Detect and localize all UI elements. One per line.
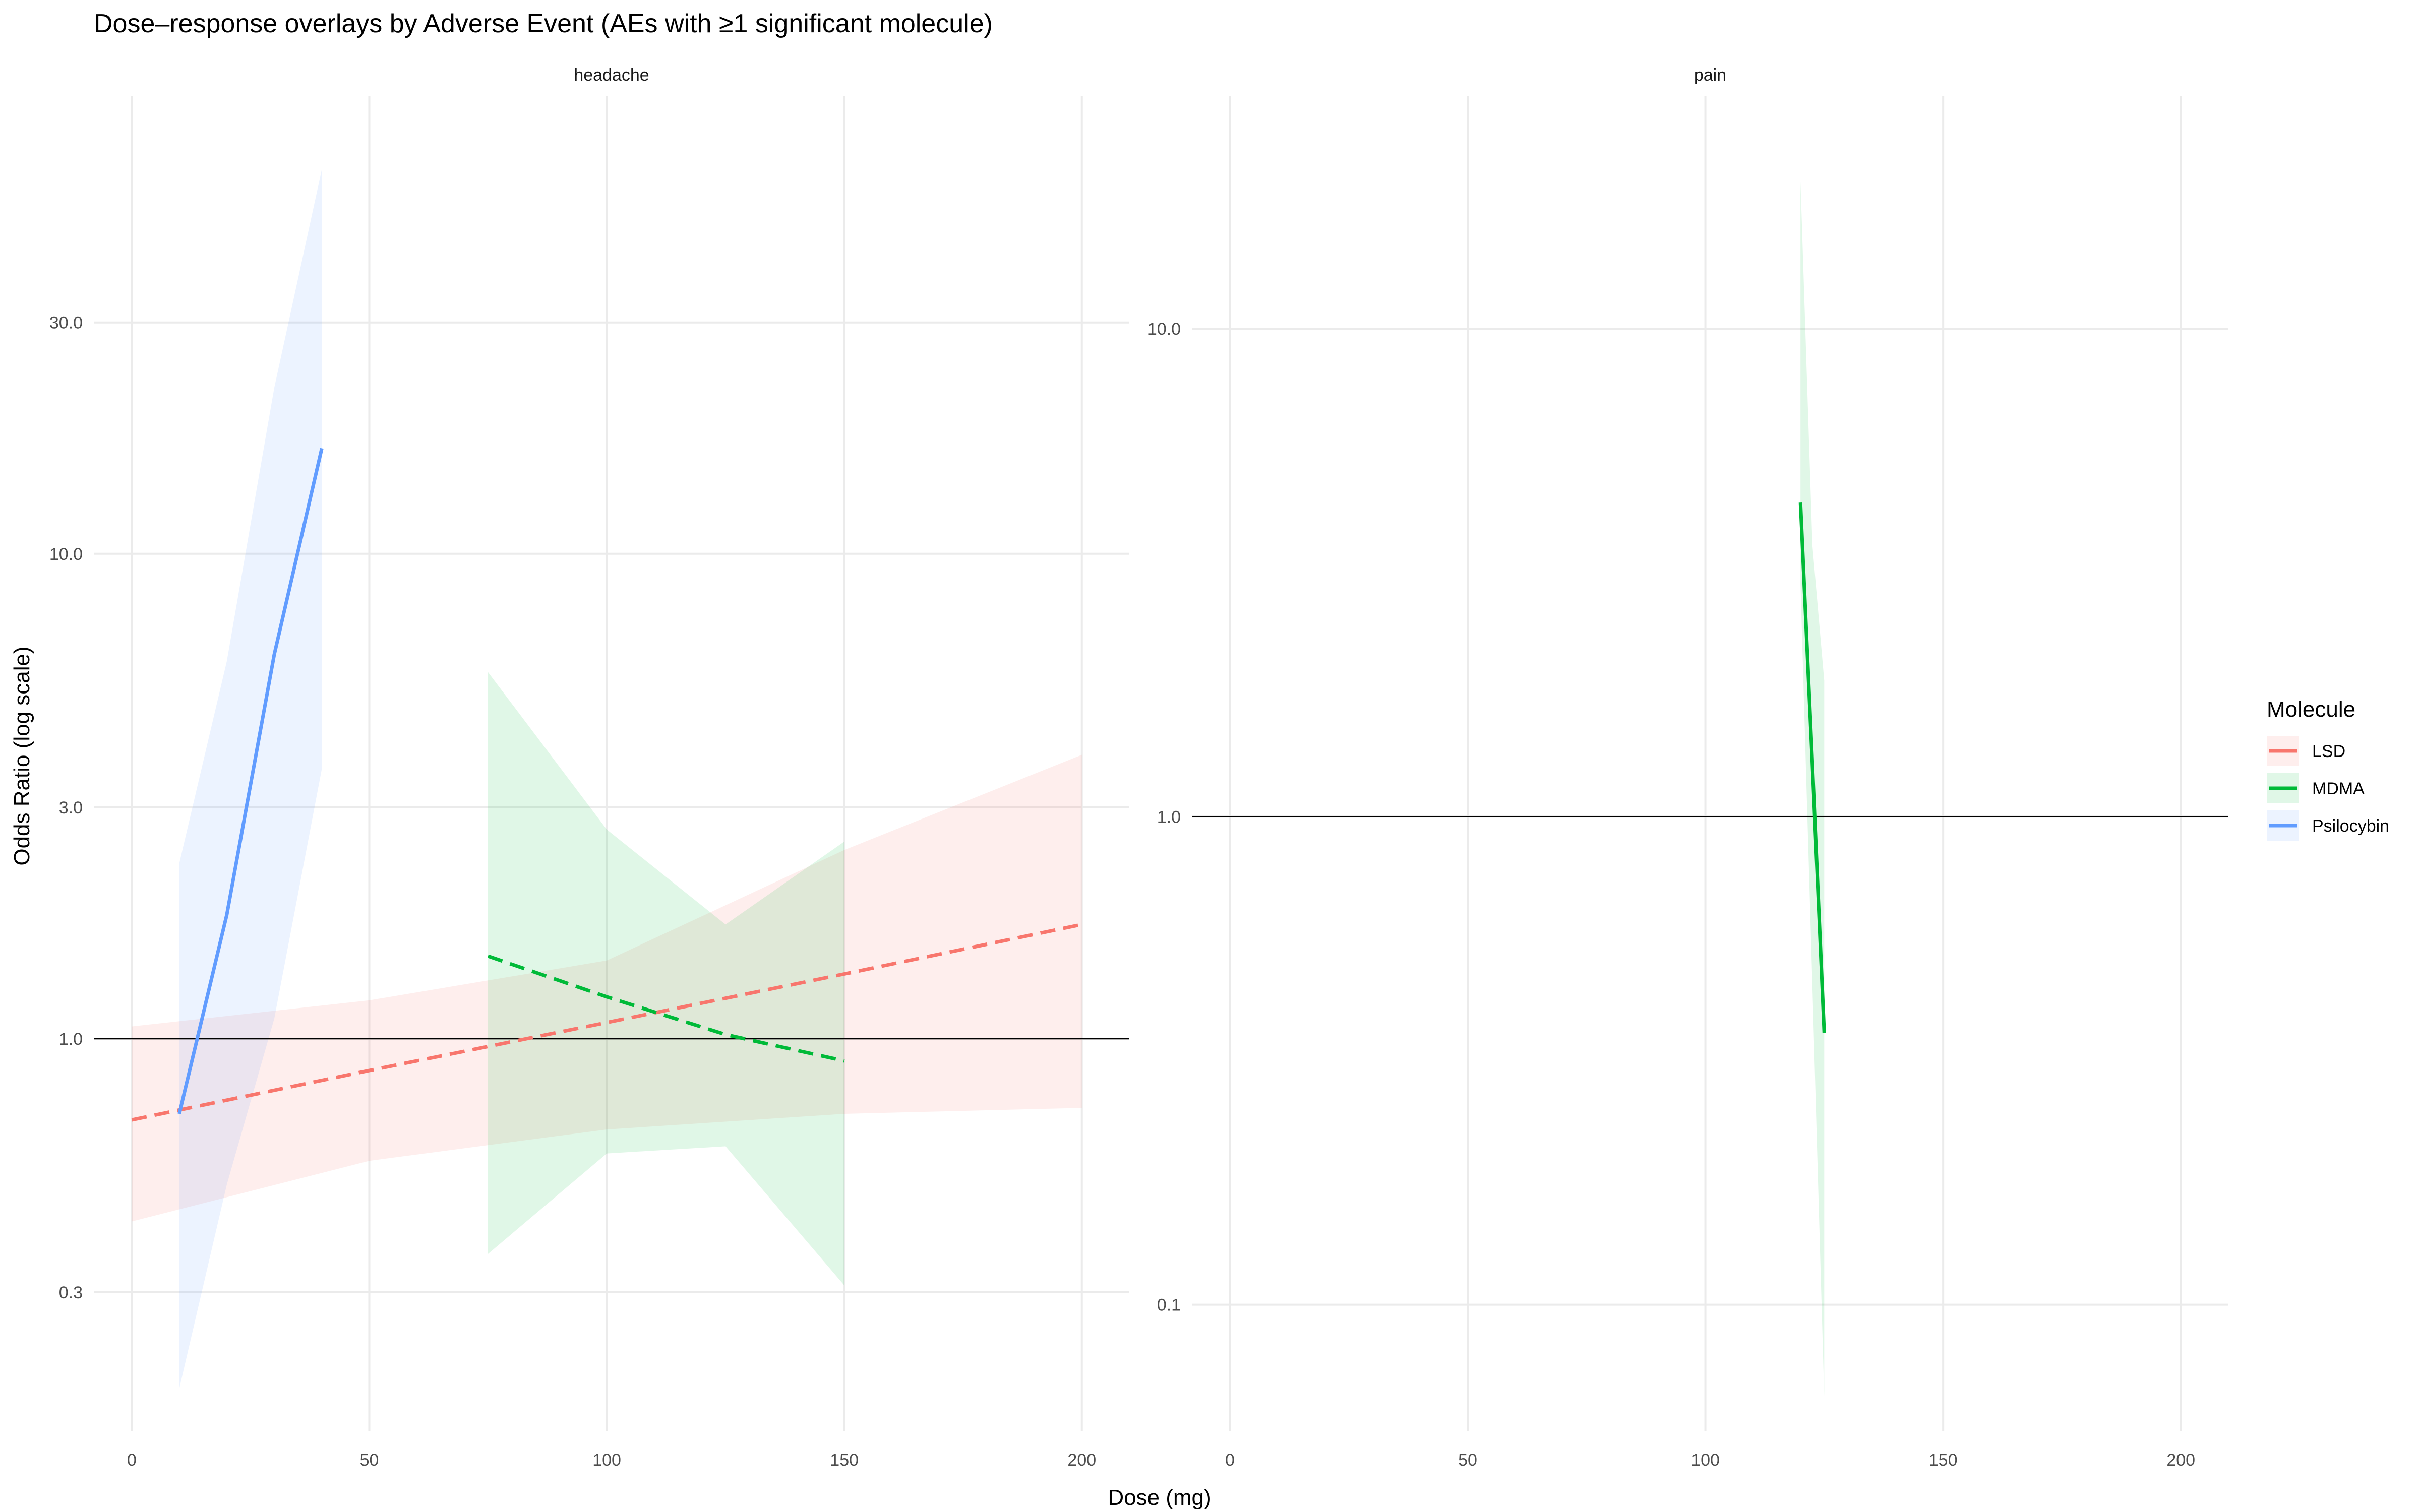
y-tick-label: 0.3: [59, 1283, 83, 1302]
facet-label: headache: [574, 66, 649, 85]
legend-label: MDMA: [2312, 779, 2365, 798]
chart-title: Dose–response overlays by Adverse Event …: [94, 9, 993, 38]
x-tick-label: 200: [2166, 1451, 2195, 1470]
panels: headache 0 50 100 150 200 0.3 1.0 3.0 10.0 30.0 pai…: [49, 66, 2228, 1470]
y-tick-label: 10.0: [49, 545, 83, 564]
y-tick-label: 30.0: [49, 313, 83, 333]
line-mdma: [1798, 502, 1826, 1034]
ribbon-lsd: [132, 754, 1082, 1222]
facet-label: pain: [1694, 66, 1726, 85]
legend-label: LSD: [2312, 742, 2345, 761]
panel-pain: pain 0 50 100 150 200 0.1 1.0 10.0: [1147, 66, 2228, 1470]
legend-keys: LSD MDMA Psilocybin: [2267, 736, 2389, 841]
y-tick-label: 10.0: [1147, 320, 1181, 339]
line-mdma: [487, 954, 845, 1063]
line-psilocybin: [177, 448, 324, 1114]
y-tick-label: 1.0: [59, 1030, 83, 1049]
panel-headache: headache 0 50 100 150 200 0.3 1.0 3.0 10.0 30.0: [49, 66, 1129, 1470]
x-tick-label: 100: [592, 1451, 621, 1470]
x-tick-label: 100: [1691, 1451, 1720, 1470]
y-tick-label: 1.0: [1157, 807, 1181, 827]
legend-label: Psilocybin: [2312, 816, 2389, 836]
ribbon-mdma: [488, 672, 844, 1286]
x-tick-label: 50: [360, 1451, 379, 1470]
x-axis-label: Dose (mg): [1108, 1485, 1211, 1510]
x-tick-label: 0: [127, 1451, 137, 1470]
x-tick-label: 200: [1067, 1451, 1096, 1470]
y-tick-label: 3.0: [59, 798, 83, 817]
legend-title: Molecule: [2267, 697, 2355, 722]
y-axis-label: Odds Ratio (log scale): [10, 646, 34, 865]
x-tick-label: 0: [1225, 1451, 1235, 1470]
x-tick-label: 50: [1458, 1451, 1477, 1470]
legend: Molecule LSD MDMA Psilocybin: [2267, 697, 2389, 841]
y-tick-label: 0.1: [1157, 1296, 1181, 1315]
x-tick-label: 150: [1929, 1451, 1958, 1470]
x-tick-label: 150: [830, 1451, 859, 1470]
